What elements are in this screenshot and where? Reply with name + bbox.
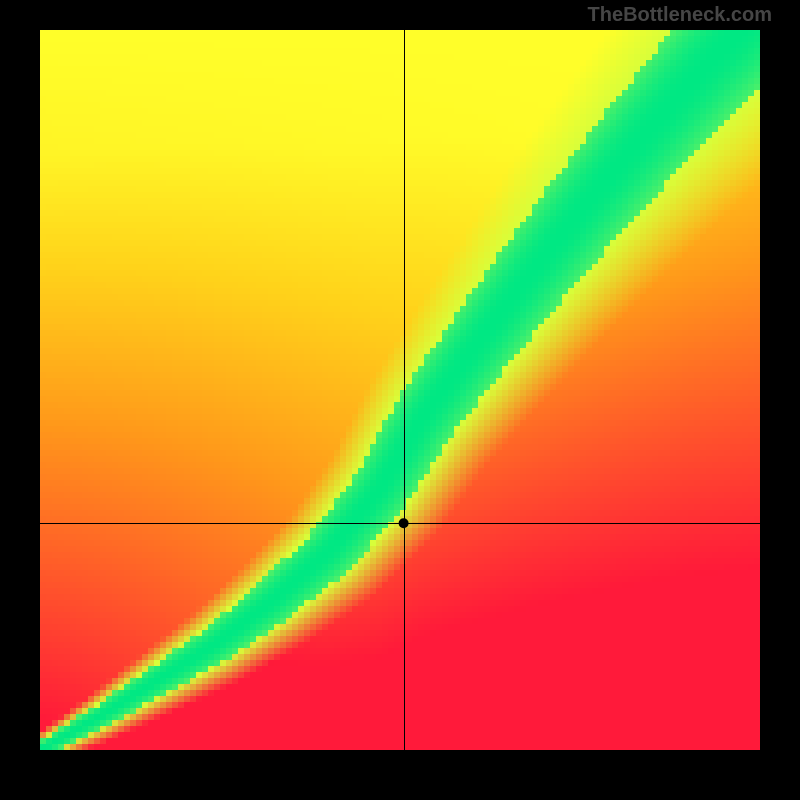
bottleneck-heatmap bbox=[0, 0, 800, 800]
watermark-text: TheBottleneck.com bbox=[588, 4, 772, 27]
chart-container: TheBottleneck.com bbox=[0, 0, 800, 800]
